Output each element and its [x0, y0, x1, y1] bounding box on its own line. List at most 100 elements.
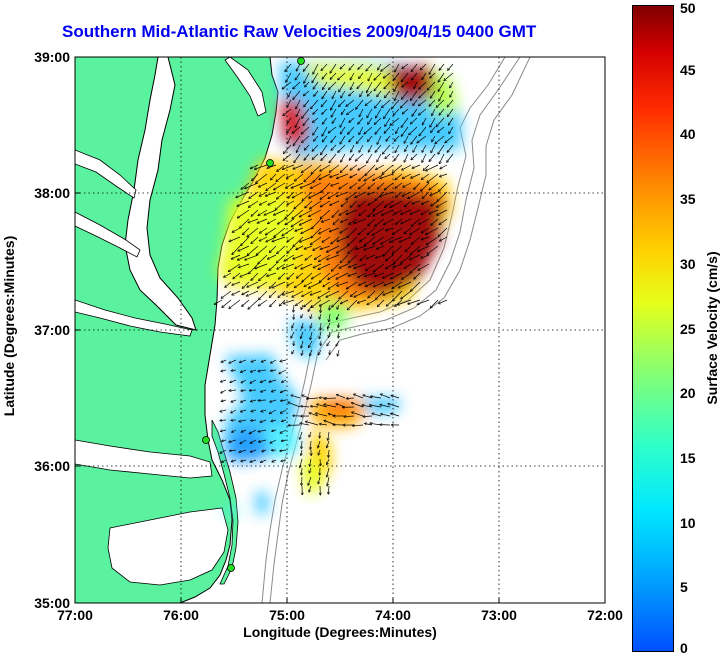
velocity-arrow — [337, 281, 349, 286]
velocity-arrow — [301, 331, 304, 338]
velocity-arrow — [330, 173, 340, 177]
velocity-arrow — [368, 117, 373, 124]
velocity-arrow — [271, 370, 277, 371]
velocity-arrow — [431, 200, 439, 206]
velocity-arrow — [358, 299, 367, 303]
velocity-arrow — [329, 81, 337, 89]
velocity-arrow — [427, 173, 439, 183]
velocity-arrow — [222, 299, 232, 307]
velocity-arrow — [368, 218, 376, 226]
velocity-arrow — [321, 340, 322, 345]
velocity-arrow — [318, 476, 321, 484]
velocity-arrow — [401, 117, 409, 127]
velocity-arrow — [328, 126, 337, 133]
velocity-arrow — [359, 144, 364, 152]
velocity-arrow — [432, 135, 436, 142]
velocity-arrow — [302, 108, 310, 118]
velocity-arrow — [429, 153, 436, 161]
velocity-arrow — [349, 263, 358, 267]
velocity-arrow — [251, 369, 257, 372]
velocity-arrow — [305, 144, 310, 150]
velocity-arrow — [331, 144, 337, 150]
velocity-arrow — [313, 173, 322, 182]
velocity-arrow — [317, 404, 328, 408]
velocity-arrow — [394, 254, 403, 264]
velocity-arrow — [250, 390, 257, 391]
velocity-arrow — [373, 236, 385, 244]
velocity-arrow — [301, 449, 302, 455]
velocity-arrow — [241, 399, 247, 402]
velocity-arrow — [300, 423, 310, 426]
velocity-arrow — [287, 99, 292, 107]
velocity-arrow — [439, 108, 445, 115]
velocity-arrow — [310, 440, 311, 449]
velocity-arrow — [447, 144, 454, 152]
velocity-arrow — [321, 182, 331, 192]
velocity-arrow — [302, 272, 313, 282]
velocity-arrow — [358, 200, 367, 207]
velocity-arrow — [372, 414, 382, 417]
velocity-arrow — [260, 419, 267, 422]
velocity-arrow — [438, 144, 445, 154]
velocity-arrow — [414, 272, 421, 279]
velocity-arrow — [376, 254, 385, 258]
velocity-arrow — [412, 236, 421, 244]
colorbar-tick-label: 40 — [680, 126, 696, 143]
velocity-arrow — [332, 117, 337, 123]
velocity-arrow — [381, 236, 394, 244]
velocity-arrow — [221, 359, 227, 362]
velocity-arrow — [330, 164, 340, 172]
velocity-arrow — [333, 218, 340, 224]
lon-tick-label: 77:00 — [57, 607, 93, 623]
velocity-arrow — [278, 218, 286, 224]
velocity-arrow — [266, 182, 277, 190]
velocity-arrow — [242, 281, 250, 288]
velocity-arrow — [255, 263, 268, 269]
velocity-arrow — [231, 399, 237, 402]
velocity-arrow — [220, 420, 227, 421]
velocity-arrow — [229, 299, 241, 308]
velocity-arrow — [267, 164, 277, 168]
velocity-arrow — [337, 313, 340, 319]
velocity-arrow — [348, 236, 358, 246]
velocity-arrow — [257, 218, 268, 223]
velocity-arrow — [313, 81, 319, 89]
velocity-arrow — [378, 182, 385, 189]
velocity-arrow — [311, 236, 322, 245]
colorbar-tick-label: 0 — [680, 640, 688, 656]
velocity-arrow — [367, 153, 373, 163]
velocity-arrow — [323, 81, 328, 89]
velocity-arrow — [304, 99, 310, 107]
velocity-arrow — [339, 99, 346, 106]
velocity-arrow — [323, 117, 328, 124]
velocity-arrow — [375, 117, 382, 124]
lon-tick-label: 72:00 — [587, 607, 623, 623]
velocity-arrow — [349, 153, 355, 160]
velocity-arrow — [318, 290, 331, 298]
velocity-arrow — [373, 263, 385, 272]
velocity-arrow — [272, 390, 277, 392]
map-title: Southern Mid-Atlantic Raw Velocities 200… — [62, 22, 537, 41]
velocity-arrow — [280, 360, 287, 361]
velocity-arrow — [354, 290, 367, 297]
velocity-arrow — [340, 117, 346, 127]
velocity-arrow — [369, 144, 373, 152]
velocity-arrow — [241, 409, 247, 412]
velocity-arrow — [386, 135, 391, 141]
velocity-arrow — [396, 218, 403, 224]
velocity-arrow — [267, 272, 277, 276]
velocity-arrow — [320, 424, 328, 425]
velocity-arrow — [322, 90, 328, 99]
velocity-arrow — [251, 359, 257, 362]
velocity-arrow — [348, 245, 358, 253]
velocity-arrow — [421, 182, 430, 191]
velocity-arrow — [296, 245, 304, 250]
velocity-arrow — [222, 400, 227, 401]
velocity-arrow — [367, 90, 373, 96]
barrier-islands — [211, 419, 239, 585]
velocity-arrow — [349, 63, 355, 70]
velocity-arrow — [368, 72, 373, 81]
velocity-arrow — [304, 173, 313, 182]
velocity-arrow — [247, 281, 259, 287]
velocity-arrow — [412, 72, 418, 80]
